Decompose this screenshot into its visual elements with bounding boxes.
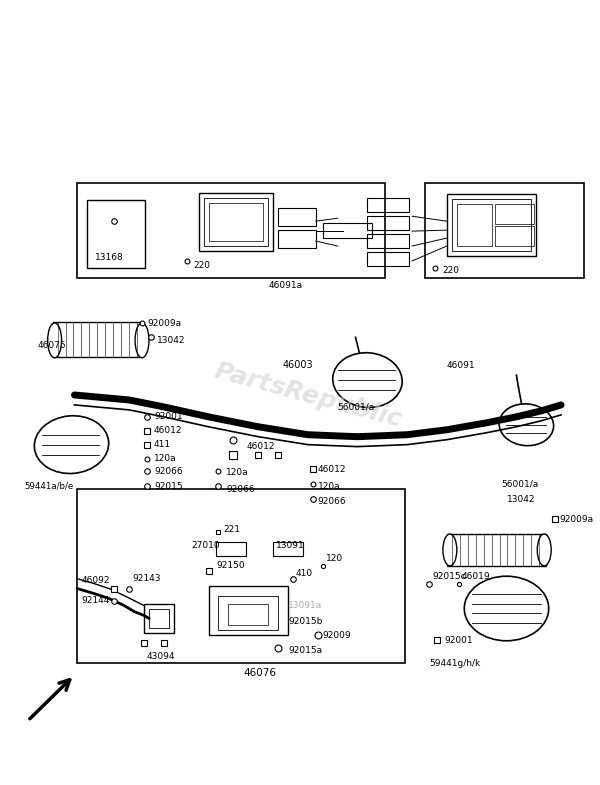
Bar bbox=[367, 252, 409, 266]
Text: 92001: 92001 bbox=[154, 412, 182, 422]
Text: 43094: 43094 bbox=[147, 652, 175, 661]
Bar bbox=[229, 604, 268, 626]
Text: 27010: 27010 bbox=[191, 542, 220, 550]
Bar bbox=[149, 608, 169, 628]
Text: 92066: 92066 bbox=[226, 485, 255, 494]
Text: 120a: 120a bbox=[318, 482, 340, 491]
Text: 92144: 92144 bbox=[82, 596, 110, 605]
Text: 220: 220 bbox=[442, 266, 459, 276]
Bar bbox=[494, 204, 534, 225]
Text: 411: 411 bbox=[154, 440, 171, 449]
Text: 220: 220 bbox=[194, 261, 211, 270]
Text: 92150: 92150 bbox=[217, 561, 245, 570]
Bar bbox=[278, 208, 316, 226]
Text: 56001/a: 56001/a bbox=[338, 403, 375, 411]
Text: 46092: 46092 bbox=[82, 576, 110, 585]
Bar bbox=[425, 184, 584, 278]
Text: 92015a: 92015a bbox=[288, 646, 322, 655]
Bar bbox=[452, 199, 532, 251]
Bar bbox=[367, 234, 409, 248]
Text: 13168: 13168 bbox=[95, 254, 124, 262]
Ellipse shape bbox=[135, 323, 149, 358]
Text: 56001/a: 56001/a bbox=[502, 480, 539, 489]
Bar bbox=[199, 193, 273, 251]
Bar bbox=[447, 195, 536, 256]
Text: 120a: 120a bbox=[154, 454, 176, 463]
Bar bbox=[144, 604, 174, 633]
Bar bbox=[53, 323, 142, 357]
Text: 92066: 92066 bbox=[154, 467, 182, 476]
Text: 46003: 46003 bbox=[283, 360, 314, 371]
Text: 92009a: 92009a bbox=[559, 515, 593, 524]
Text: 46091: 46091 bbox=[447, 360, 476, 370]
Bar bbox=[273, 542, 303, 556]
Text: 59441g/h/k: 59441g/h/k bbox=[429, 659, 480, 667]
Bar bbox=[457, 204, 491, 246]
Bar bbox=[494, 226, 534, 246]
Bar bbox=[209, 203, 263, 241]
Text: 221: 221 bbox=[223, 524, 241, 534]
Text: 13091a: 13091a bbox=[288, 601, 322, 610]
Bar bbox=[367, 199, 409, 212]
Bar bbox=[323, 223, 373, 238]
Text: 92015: 92015 bbox=[154, 482, 182, 491]
Ellipse shape bbox=[443, 534, 457, 566]
Bar bbox=[209, 586, 288, 635]
Text: 13091: 13091 bbox=[276, 542, 305, 550]
Text: 410: 410 bbox=[296, 569, 313, 579]
Text: 92009: 92009 bbox=[323, 631, 352, 640]
Bar bbox=[367, 216, 409, 230]
Text: 46076: 46076 bbox=[244, 668, 277, 678]
Text: PartsRepublic: PartsRepublic bbox=[211, 358, 404, 432]
Text: 46012: 46012 bbox=[154, 426, 182, 435]
Bar bbox=[77, 489, 405, 663]
Text: 46019: 46019 bbox=[462, 572, 490, 581]
Text: 92009a: 92009a bbox=[147, 319, 181, 328]
Text: 92015c: 92015c bbox=[432, 572, 466, 581]
Bar bbox=[218, 596, 278, 630]
Text: 46012: 46012 bbox=[246, 442, 275, 451]
Text: 59441a/b/e: 59441a/b/e bbox=[25, 482, 74, 491]
Bar bbox=[217, 542, 246, 556]
Text: 92066: 92066 bbox=[318, 497, 346, 506]
Text: 120a: 120a bbox=[226, 468, 249, 477]
Ellipse shape bbox=[537, 534, 551, 566]
Bar bbox=[77, 184, 385, 278]
Text: 92143: 92143 bbox=[132, 574, 161, 583]
Bar bbox=[447, 534, 546, 566]
Text: 120: 120 bbox=[326, 554, 343, 564]
Bar bbox=[88, 200, 145, 268]
Text: 46091a: 46091a bbox=[268, 281, 302, 290]
Text: 92001: 92001 bbox=[444, 636, 473, 644]
Text: 13042: 13042 bbox=[506, 495, 535, 504]
Text: 46075: 46075 bbox=[38, 341, 67, 350]
Bar bbox=[203, 199, 268, 246]
Ellipse shape bbox=[47, 323, 62, 358]
Text: 13042: 13042 bbox=[157, 336, 185, 345]
Text: 46012: 46012 bbox=[318, 465, 346, 474]
Text: 92015b: 92015b bbox=[288, 617, 322, 626]
Bar bbox=[278, 230, 316, 248]
